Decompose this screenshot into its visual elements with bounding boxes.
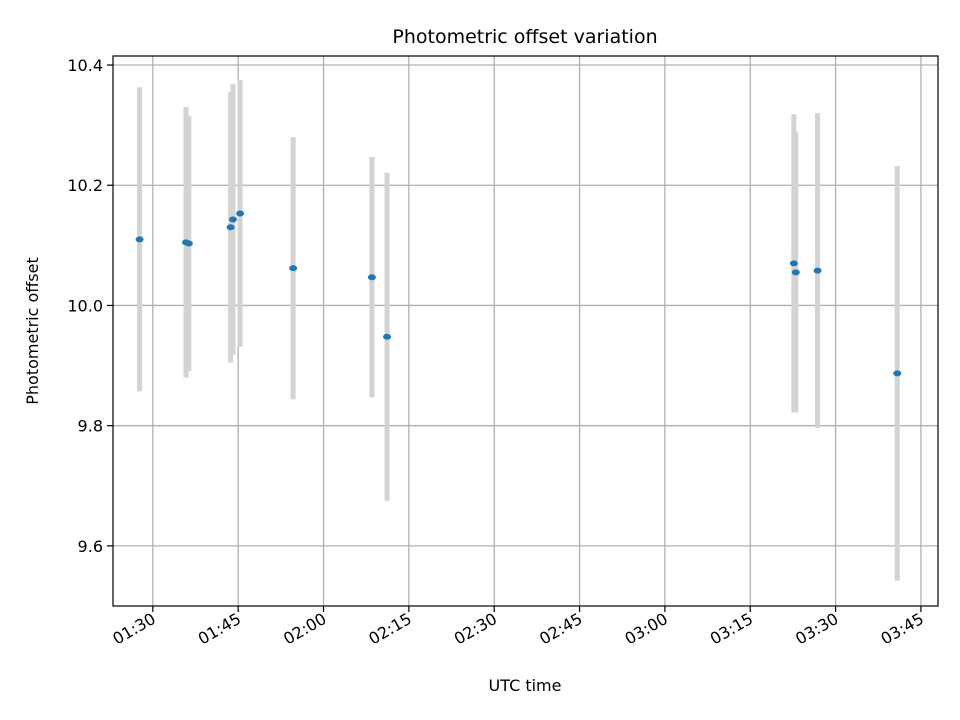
x-axis-label: UTC time bbox=[489, 676, 562, 695]
data-point bbox=[184, 240, 193, 247]
data-points bbox=[135, 210, 902, 377]
y-tick-label: 10.2 bbox=[67, 176, 103, 195]
y-tick-label: 9.8 bbox=[78, 417, 103, 436]
chart-title: Photometric offset variation bbox=[392, 26, 657, 48]
x-tick-label: 03:15 bbox=[707, 609, 756, 649]
x-tick-label: 03:45 bbox=[877, 609, 926, 649]
data-point bbox=[383, 333, 392, 340]
x-tick-label: 03:30 bbox=[792, 609, 841, 649]
data-point bbox=[367, 274, 376, 281]
data-point bbox=[791, 269, 800, 276]
data-point bbox=[226, 224, 235, 231]
plot-frame bbox=[112, 55, 939, 607]
y-tick-label: 10.0 bbox=[67, 296, 103, 315]
y-axis-ticks: 9.6 9.8 10.0 10.2 10.4 bbox=[67, 56, 113, 556]
data-point bbox=[813, 267, 822, 274]
x-tick-label: 02:00 bbox=[280, 609, 329, 649]
data-point bbox=[228, 216, 237, 223]
data-point bbox=[236, 210, 245, 217]
x-tick-label: 02:45 bbox=[536, 609, 585, 649]
error-bars bbox=[137, 80, 900, 581]
x-tick-label: 02:30 bbox=[451, 609, 500, 649]
data-point bbox=[789, 260, 798, 267]
x-tick-label: 02:15 bbox=[365, 609, 414, 649]
data-point bbox=[135, 236, 144, 243]
data-point bbox=[893, 370, 902, 377]
x-axis-ticks: 01:30 01:45 02:00 02:15 02:30 02:45 03:00 03:15… bbox=[109, 606, 927, 649]
grid-lines bbox=[113, 56, 938, 606]
x-tick-label: 01:45 bbox=[195, 609, 244, 649]
data-point bbox=[289, 265, 298, 272]
x-tick-label: 03:00 bbox=[621, 609, 670, 649]
x-tick-label: 01:30 bbox=[109, 609, 158, 649]
y-axis-label: Photometric offset bbox=[23, 257, 42, 405]
y-tick-label: 9.6 bbox=[78, 537, 103, 556]
y-tick-label: 10.4 bbox=[67, 56, 103, 75]
